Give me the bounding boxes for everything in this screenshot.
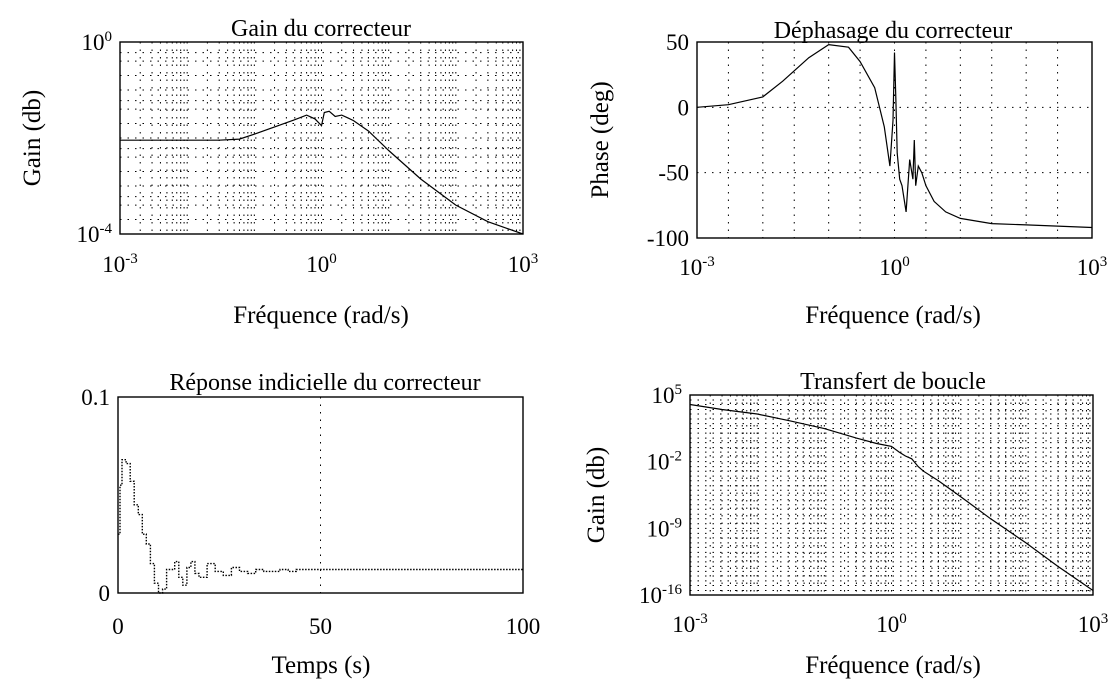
x-tick-label: 100 xyxy=(306,251,337,277)
gain-plot-grid xyxy=(120,42,523,234)
x-tick-label: 100 xyxy=(876,611,907,637)
x-tick-label: 100 xyxy=(879,254,910,280)
y-tick-label: 10-2 xyxy=(647,449,683,475)
y-tick-label: 0.1 xyxy=(81,385,110,410)
phase-plot-grid xyxy=(697,42,1092,238)
x-tick-label: 10-3 xyxy=(679,254,715,280)
step-curve xyxy=(118,459,523,594)
x-tick-label: 100 xyxy=(506,614,541,639)
step-plot: Réponse indicielle du correcteur Temps (… xyxy=(81,370,540,679)
x-tick-label: 10-3 xyxy=(102,251,138,277)
loop-plot-xlabel: Fréquence (rad/s) xyxy=(805,652,981,679)
phase-plot-xlabel: Fréquence (rad/s) xyxy=(805,302,981,329)
y-tick-label: 10-16 xyxy=(639,582,682,608)
y-tick-label: 0 xyxy=(99,581,111,606)
phase-plot-ylabel: Phase (deg) xyxy=(587,81,614,198)
y-tick-label: 0 xyxy=(678,95,690,120)
phase-plot: Déphasage du correcteur Fréquence (rad/s… xyxy=(587,18,1107,329)
gain-curve xyxy=(120,110,524,235)
y-tick-label: 10-9 xyxy=(647,515,683,541)
loop-plot: Transfert de boucle Fréquence (rad/s) Ga… xyxy=(583,369,1108,679)
y-tick-label: 105 xyxy=(652,382,683,408)
y-tick-label: 50 xyxy=(666,30,689,55)
gain-plot-title: Gain du correcteur xyxy=(231,16,411,42)
y-tick-label: -50 xyxy=(658,161,689,186)
y-tick-label: 10-4 xyxy=(77,221,113,247)
gain-plot-ylabel: Gain (db) xyxy=(19,90,46,187)
x-tick-label: 10-3 xyxy=(672,611,708,637)
step-plot-xlabel: Temps (s) xyxy=(272,652,371,679)
y-tick-label: 100 xyxy=(82,29,113,55)
loop-plot-grid xyxy=(690,395,1093,595)
step-plot-title: Réponse indicielle du correcteur xyxy=(169,370,480,396)
x-tick-label: 103 xyxy=(1077,254,1108,280)
gain-plot-xlabel: Fréquence (rad/s) xyxy=(233,302,409,329)
x-tick-label: 50 xyxy=(309,614,332,639)
x-tick-label: 0 xyxy=(112,614,124,639)
loop-plot-ylabel: Gain (db) xyxy=(583,447,610,544)
x-tick-label: 103 xyxy=(508,251,539,277)
x-tick-label: 103 xyxy=(1078,611,1109,637)
loop-plot-title: Transfert de boucle xyxy=(800,369,986,395)
phase-curve xyxy=(696,43,1093,229)
phase-plot-title: Déphasage du correcteur xyxy=(774,18,1013,44)
loop-curve xyxy=(689,403,1094,591)
gain-plot: Gain du correcteur Fréquence (rad/s) Gai… xyxy=(19,16,538,329)
y-tick-label: -100 xyxy=(647,226,689,251)
